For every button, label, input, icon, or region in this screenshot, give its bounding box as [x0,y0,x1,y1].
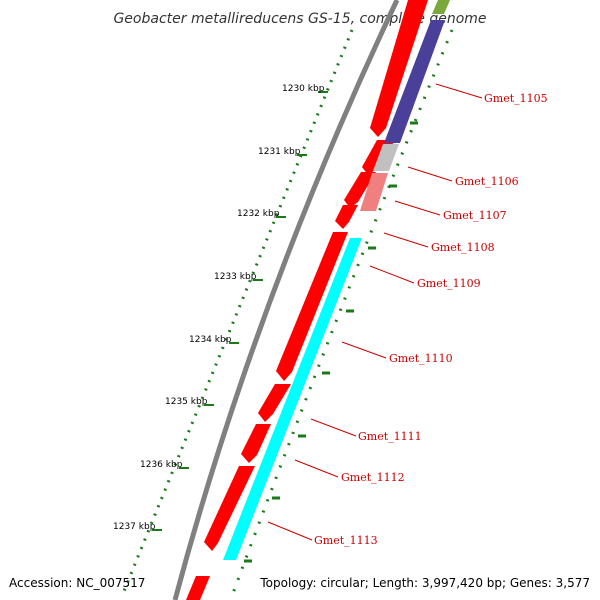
gene-label-gmet-1112[interactable]: Gmet_1112 [341,471,405,484]
gene-label-gmet-1113[interactable]: Gmet_1113 [314,534,378,547]
tick-label: 1234 kbp [189,335,232,345]
tick-label: 1233 kbp [214,272,257,282]
gene-labels [267,83,483,541]
gene-block[interactable] [241,424,271,463]
gene-block-green[interactable] [432,0,450,14]
inner-ticks [244,121,418,563]
gene-block[interactable] [276,232,348,381]
accession-label: Accession: NC_007517 [9,576,145,590]
gene-block-gmet-1107[interactable] [360,173,388,211]
gene-block-gmet-1109[interactable] [223,238,362,560]
tick-label: 1235 kbp [165,397,208,407]
gene-block[interactable] [344,172,376,208]
ruler-arc-inner [230,29,454,597]
ruler-ticks: 1230 kbp 1231 kbp 1232 kbp 1233 kbp 1234… [113,84,328,532]
topology-label: Topology: circular; Length: 3,997,420 bp… [259,576,590,590]
tick-label: 1237 kbp [113,522,156,532]
tick-label: 1232 kbp [237,209,280,219]
gene-label-gmet-1108[interactable]: Gmet_1108 [431,241,495,254]
gene-label-gmet-1109[interactable]: Gmet_1109 [417,277,481,290]
tick-label: 1231 kbp [258,147,301,157]
tick-label: 1230 kbp [282,84,325,94]
ruler-arc-outer [120,29,354,597]
gene-block[interactable] [204,466,255,551]
gene-block-gmet-1106[interactable] [373,144,399,171]
tick-label: 1236 kbp [140,460,183,470]
gene-label-gmet-1106[interactable]: Gmet_1106 [455,175,519,188]
gene-label-gmet-1107[interactable]: Gmet_1107 [443,209,507,222]
gene-block[interactable] [258,384,291,422]
forward-strand-genes [186,0,428,600]
gene-label-gmet-1110[interactable]: Gmet_1110 [389,352,453,365]
gene-block[interactable] [335,205,358,229]
gene-block-gmet-1105[interactable] [384,20,445,143]
gene-label-gmet-1105[interactable]: Gmet_1105 [484,92,548,105]
gene-block[interactable] [186,576,210,600]
genome-backbone [172,0,400,600]
map-title: Geobacter metallireducens GS-15, complet… [113,11,486,27]
gene-label-gmet-1111[interactable]: Gmet_1111 [358,430,422,443]
gene-block[interactable] [370,0,428,137]
